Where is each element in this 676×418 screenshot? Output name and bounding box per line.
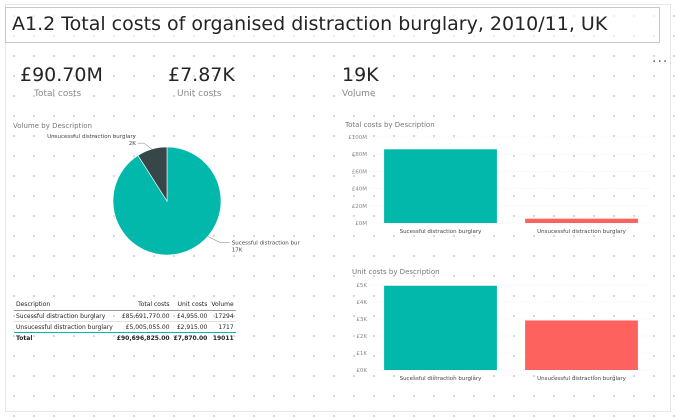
y-tick-label: £4K: [356, 300, 367, 306]
bar-unsucessful[interactable]: [525, 320, 638, 370]
bar-unsucessful[interactable]: [525, 218, 638, 223]
card-unit-costs-label: Unit costs: [177, 89, 222, 99]
description-table[interactable]: Description Total costs Unit costs Volum…: [14, 299, 236, 343]
table-cell: 1717: [209, 321, 236, 333]
y-tick-label: £3K: [356, 317, 367, 323]
card-volume-label: Volume: [342, 89, 376, 99]
table-header-row: Description Total costs Unit costs Volum…: [14, 299, 236, 311]
table-row[interactable]: Sucessful distraction burglary £85,691,7…: [14, 310, 236, 322]
report-title: A1.2 Total costs of organised distractio…: [12, 13, 608, 35]
x-category-label: Unsucessful distraction burglary: [537, 229, 626, 235]
y-tick-label: £100M: [348, 135, 367, 141]
table-total-row: Total £90,696,825.00 £7,870.00 19011: [14, 332, 236, 343]
y-tick-label: £0K: [356, 368, 367, 374]
pie-chart-title: Volume by Description: [13, 122, 92, 130]
table-cell: £5,005,055.00: [114, 321, 172, 333]
card-total-costs[interactable]: £90.70M Total costs: [20, 64, 103, 99]
pie-slice-unsucessful[interactable]: [137, 146, 168, 203]
table-header-total-costs[interactable]: Total costs: [114, 299, 172, 311]
table-header-description[interactable]: Description: [14, 299, 115, 311]
card-volume-value: 19K: [342, 64, 379, 86]
total-costs-bar-chart[interactable]: £0M £20M £40M £60M £80M £100M Sucessful distra…: [330, 130, 660, 240]
x-category-label: Sucessful distraction burglary: [400, 229, 483, 235]
card-total-costs-label: Total costs: [34, 89, 82, 99]
card-unit-costs[interactable]: £7.87K Unit costs: [168, 64, 235, 99]
pie-data-label: 2K: [129, 141, 136, 147]
table-total-cell: 19011: [209, 332, 236, 343]
pie-leader-line: [137, 142, 153, 150]
pie-data-label: 17K: [232, 247, 243, 253]
table-header-unit-costs[interactable]: Unit costs: [171, 299, 210, 311]
table-cell: £85,691,770.00: [114, 310, 172, 322]
total-costs-chart-title: Total costs by Description: [345, 121, 435, 129]
table-header-volume[interactable]: Volume: [209, 299, 236, 311]
pie-leader-line: [207, 236, 230, 243]
table-total-cell: £7,870.00: [171, 332, 210, 343]
table-cell: £4,955.00: [171, 310, 210, 322]
y-tick-label: £1K: [356, 351, 367, 357]
table-cell: Unsucessful distraction burglary: [14, 321, 115, 333]
table-total-cell: Total: [14, 332, 115, 343]
bar-sucessful[interactable]: [384, 285, 497, 370]
y-tick-label: £60M: [352, 169, 367, 175]
y-tick-label: £20M: [352, 204, 367, 210]
y-tick-label: £40M: [352, 187, 367, 193]
table-row[interactable]: Unsucessful distraction burglary £5,005,…: [14, 321, 236, 333]
table-cell: Sucessful distraction burglary: [14, 310, 115, 322]
card-unit-costs-value: £7.87K: [168, 64, 235, 86]
bar-sucessful[interactable]: [384, 149, 497, 223]
y-tick-label: £80M: [352, 152, 367, 158]
report-frame: [5, 4, 671, 412]
table-total-cell: £90,696,825.00: [114, 332, 172, 343]
x-category-label: Unsucessful distraction burglary: [537, 376, 626, 382]
table-cell: 17294: [209, 310, 236, 322]
pie-category-label: Unsucessful distraction burglary: [47, 134, 136, 140]
pie-category-label: Sucessful distraction burglary: [232, 240, 300, 246]
x-category-label: Sucessful distraction burglary: [400, 376, 483, 382]
title-textbox[interactable]: A1.2 Total costs of organised distractio…: [5, 7, 660, 43]
more-options-icon[interactable]: ...: [652, 50, 669, 66]
y-tick-label: £0M: [355, 221, 367, 227]
table-cell: £2,915.00: [171, 321, 210, 333]
card-total-costs-value: £90.70M: [20, 64, 103, 86]
card-volume[interactable]: 19K Volume: [342, 64, 379, 99]
unit-costs-chart-title: Unit costs by Description: [352, 268, 440, 276]
y-tick-label: £5K: [356, 283, 367, 289]
y-tick-label: £2K: [356, 334, 367, 340]
unit-costs-bar-chart[interactable]: £0K £1K £2K £3K £4K £5K Sucessful distraction …: [330, 276, 660, 388]
